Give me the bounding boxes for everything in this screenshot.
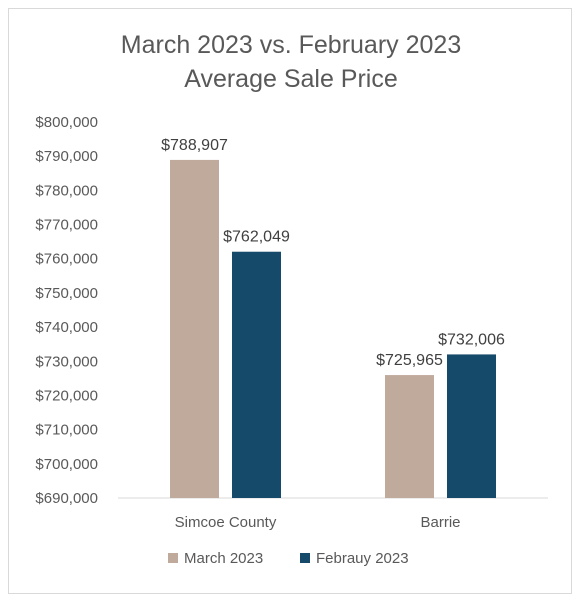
chart-title-line1: March 2023 vs. February 2023 xyxy=(120,31,462,59)
y-tick-label: $700,000 xyxy=(35,456,98,473)
legend-label: March 2023 xyxy=(184,550,263,567)
category-labels: Simcoe County Barrie xyxy=(175,514,461,531)
y-tick-label: $780,000 xyxy=(35,182,98,199)
y-tick-label: $770,000 xyxy=(35,217,98,234)
bar-february-1 xyxy=(447,354,496,498)
category-label: Barrie xyxy=(420,514,460,531)
legend-swatch xyxy=(168,553,178,563)
category-label: Simcoe County xyxy=(175,514,277,531)
y-tick-label: $760,000 xyxy=(35,251,98,268)
legend-swatch xyxy=(300,553,310,563)
y-tick-label: $740,000 xyxy=(35,319,98,336)
bars xyxy=(170,159,496,498)
y-tick-label: $800,000 xyxy=(35,114,98,131)
data-label: $788,907 xyxy=(161,137,228,154)
data-label: $762,049 xyxy=(223,229,290,246)
y-tick-label: $720,000 xyxy=(35,387,98,404)
legend: March 2023 Febrauy 2023 xyxy=(168,550,409,567)
y-tick-label: $710,000 xyxy=(35,422,98,439)
y-tick-label: $750,000 xyxy=(35,285,98,302)
y-tick-label: $790,000 xyxy=(35,148,98,165)
bar-march-0 xyxy=(170,159,219,498)
y-axis-ticks: $690,000 $700,000 $710,000 $720,000 $730,000… xyxy=(35,114,98,507)
data-label: $725,965 xyxy=(376,352,443,369)
legend-label: Febrauy 2023 xyxy=(316,550,409,567)
chart-title-line2: Average Sale Price xyxy=(184,65,398,93)
y-tick-label: $690,000 xyxy=(35,490,98,507)
y-tick-label: $730,000 xyxy=(35,353,98,370)
bar-march-1 xyxy=(385,375,434,498)
bar-february-0 xyxy=(232,251,281,498)
data-labels: $788,907 $762,049 $725,965 $732,006 xyxy=(161,137,505,369)
data-label: $732,006 xyxy=(438,331,505,348)
